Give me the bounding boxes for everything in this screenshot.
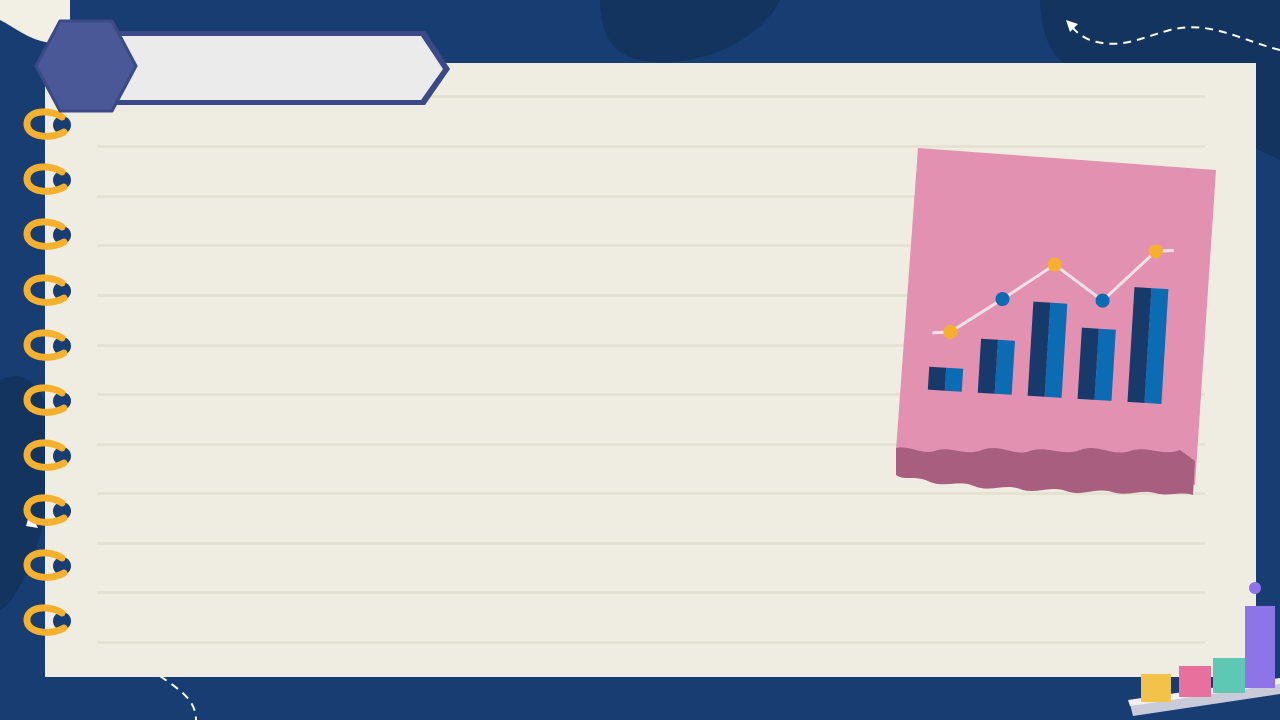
corner-bar bbox=[1141, 674, 1171, 702]
illustration-bar bbox=[977, 338, 998, 394]
paper-rule-line bbox=[97, 294, 1205, 297]
spiral-ring-icon bbox=[23, 274, 71, 306]
illustration-bar bbox=[927, 366, 947, 391]
illustration-bars bbox=[927, 287, 1169, 404]
spiral-ring-icon bbox=[23, 439, 71, 471]
paper-rule-line bbox=[97, 641, 1205, 644]
illustration-trend-dot bbox=[1047, 257, 1062, 272]
illustration-bar bbox=[1077, 327, 1099, 400]
paper-rule-line bbox=[97, 145, 1205, 148]
illustration-bar bbox=[1127, 287, 1152, 403]
corner-marker bbox=[1249, 582, 1261, 594]
illustration-trend-dot bbox=[943, 324, 958, 339]
illustration-bar bbox=[1027, 301, 1051, 397]
slide-title[interactable] bbox=[150, 48, 430, 82]
spiral-ring-icon bbox=[23, 549, 71, 581]
sticky-note-chart-illustration bbox=[896, 148, 1216, 495]
paper-rule-line bbox=[97, 443, 1205, 446]
paper-rule-line bbox=[97, 244, 1205, 247]
paper-rule-line bbox=[97, 95, 1205, 98]
illustration-trend-dot bbox=[1095, 293, 1110, 308]
spiral-ring-icon bbox=[23, 108, 71, 140]
spiral-ring-icon bbox=[23, 494, 71, 526]
3d-bar-chart-icon bbox=[1128, 582, 1280, 716]
paper-rule-line bbox=[97, 492, 1205, 495]
corner-bar bbox=[1179, 666, 1211, 697]
spiral-ring-icon bbox=[23, 163, 71, 195]
paper-rule-line bbox=[97, 393, 1205, 396]
paper-rule-line bbox=[97, 591, 1205, 594]
paper-rule-line bbox=[97, 195, 1205, 198]
spiral-ring-icon bbox=[23, 604, 71, 636]
spiral-ring-icon bbox=[23, 384, 71, 416]
illustration-trend-dot bbox=[995, 292, 1010, 307]
illustration-bar-highlight bbox=[1044, 302, 1068, 398]
spiral-ring-icon bbox=[23, 329, 71, 361]
illustration-bar-highlight bbox=[1094, 328, 1116, 401]
illustration-trend-dot bbox=[1148, 244, 1163, 259]
paper-rule-line bbox=[97, 542, 1205, 545]
illustration-bar-highlight bbox=[1144, 288, 1169, 404]
title-banner bbox=[34, 19, 450, 113]
paper-rule-line bbox=[97, 344, 1205, 347]
illustration-bar-highlight bbox=[994, 339, 1015, 395]
spiral-ring-icon bbox=[23, 218, 71, 250]
corner-bar bbox=[1213, 658, 1245, 693]
corner-bar bbox=[1245, 606, 1275, 688]
illustration-trend bbox=[932, 244, 1174, 339]
illustration-bar-highlight bbox=[944, 367, 964, 392]
